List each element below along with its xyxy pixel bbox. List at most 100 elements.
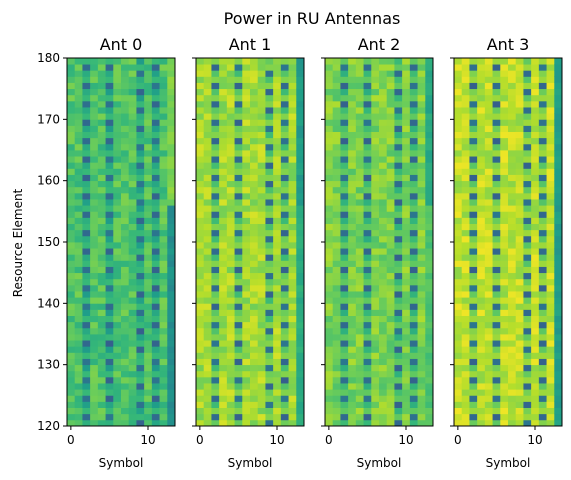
heatmap-cell	[409, 419, 418, 427]
heatmap-cell	[461, 383, 470, 390]
heatmap-cell	[90, 64, 99, 71]
heatmap-cell	[167, 119, 176, 126]
heatmap-cell	[379, 327, 388, 335]
heatmap-cell	[523, 211, 532, 218]
heatmap-cell	[144, 309, 153, 316]
heatmap-cell	[280, 401, 289, 408]
heatmap-cell	[546, 64, 555, 71]
heatmap-cell	[477, 174, 486, 182]
heatmap-cell	[546, 82, 555, 90]
heatmap-cell	[371, 315, 380, 323]
heatmap-cell	[97, 88, 106, 96]
heatmap-cell	[90, 162, 99, 169]
heatmap-cell	[105, 162, 114, 169]
heatmap-cell	[97, 389, 106, 396]
heatmap-cell	[554, 297, 563, 304]
heatmap-cell	[500, 266, 509, 274]
heatmap-cell	[379, 199, 388, 206]
heatmap-cell	[74, 235, 83, 243]
heatmap-cell	[203, 266, 212, 274]
heatmap-cell	[508, 107, 517, 114]
heatmap-cell	[121, 242, 130, 249]
heatmap-cell	[97, 352, 106, 359]
heatmap-cell	[325, 260, 334, 267]
heatmap-cell	[340, 376, 349, 384]
heatmap-cell	[82, 137, 91, 145]
heatmap-cell	[461, 376, 470, 384]
heatmap-cell	[425, 352, 434, 359]
heatmap-cell	[82, 156, 91, 163]
heatmap-cell	[469, 186, 478, 194]
heatmap-cell	[121, 413, 130, 421]
heatmap-cell	[288, 100, 297, 108]
heatmap-cell	[226, 143, 235, 151]
heatmap-cell	[461, 321, 470, 329]
heatmap-cell	[242, 352, 251, 359]
heatmap-cell	[203, 303, 212, 310]
heatmap-cell	[273, 94, 282, 102]
heatmap-cell	[296, 309, 305, 316]
heatmap-cell	[234, 358, 243, 366]
heatmap-cell	[219, 242, 228, 249]
heatmap-cell	[273, 315, 282, 323]
heatmap-cell	[234, 401, 243, 408]
heatmap-cell	[151, 346, 160, 353]
heatmap-cell	[515, 211, 524, 218]
heatmap-cell	[402, 309, 411, 316]
heatmap-cell	[97, 192, 106, 200]
heatmap-cell	[226, 297, 235, 304]
heatmap-cell	[363, 260, 372, 267]
heatmap-cell	[332, 150, 341, 157]
heatmap-cell	[242, 174, 251, 182]
heatmap-cell	[500, 383, 509, 390]
heatmap-cell	[394, 242, 403, 249]
heatmap-cell	[113, 334, 122, 341]
heatmap-cell	[280, 340, 289, 347]
heatmap-cell	[340, 395, 349, 402]
heatmap-cell	[402, 278, 411, 286]
heatmap-cell	[234, 180, 243, 188]
heatmap-cell	[492, 143, 501, 151]
heatmap-cell	[265, 242, 274, 249]
heatmap-cell	[296, 358, 305, 366]
heatmap-cell	[508, 389, 517, 396]
heatmap-cell	[523, 156, 532, 163]
heatmap-cell	[500, 229, 509, 237]
heatmap-cell	[402, 58, 411, 65]
heatmap-cell	[90, 266, 99, 274]
heatmap-cell	[97, 150, 106, 157]
heatmap-cell	[128, 107, 137, 114]
heatmap-cell	[409, 358, 418, 366]
heatmap-cell	[484, 76, 493, 83]
heatmap-cell	[242, 254, 251, 261]
heatmap-cell	[128, 291, 137, 298]
heatmap-cell	[90, 94, 99, 102]
heatmap-cell	[425, 297, 434, 304]
heatmap-cell	[523, 395, 532, 402]
heatmap-cell	[90, 383, 99, 390]
heatmap-cell	[500, 88, 509, 96]
heatmap-cell	[144, 291, 153, 298]
heatmap-cell	[82, 303, 91, 310]
heatmap-cell	[454, 205, 463, 212]
heatmap-cell	[363, 358, 372, 366]
heatmap-cell	[417, 64, 426, 71]
heatmap-cell	[355, 352, 364, 359]
heatmap-cell	[203, 100, 212, 108]
heatmap-cell	[484, 174, 493, 182]
heatmap-cell	[67, 168, 76, 175]
heatmap-cell	[508, 174, 517, 182]
heatmap-cell	[151, 229, 160, 237]
heatmap-cell	[105, 370, 114, 378]
heatmap-cell	[226, 260, 235, 267]
heatmap-cell	[151, 352, 160, 359]
heatmap-cell	[151, 76, 160, 83]
heatmap-cell	[546, 358, 555, 366]
heatmap-cell	[461, 137, 470, 145]
heatmap-cell	[363, 407, 372, 415]
heatmap-cell	[363, 327, 372, 335]
heatmap-cell	[477, 131, 486, 139]
heatmap-cell	[67, 235, 76, 243]
heatmap-cell	[531, 76, 540, 83]
